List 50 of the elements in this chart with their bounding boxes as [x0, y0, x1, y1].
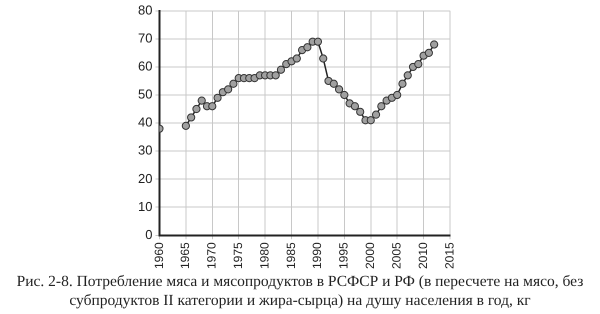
point	[276, 66, 286, 74]
point	[366, 116, 375, 124]
x-tick-label: 1995	[336, 242, 351, 270]
point	[350, 102, 360, 110]
y-tick-label: 20	[138, 170, 152, 186]
point	[198, 96, 206, 105]
point	[208, 102, 216, 110]
y-tick-label: 10	[138, 198, 152, 214]
point	[319, 54, 328, 63]
point	[330, 80, 338, 88]
point	[303, 43, 312, 52]
point	[372, 110, 380, 119]
point	[292, 54, 301, 63]
x-tick-label: 2005	[389, 242, 404, 270]
point	[272, 71, 280, 80]
point	[229, 80, 238, 88]
point	[414, 60, 422, 68]
x-tick-label: 1990	[310, 242, 324, 270]
x-tick-label: 1965	[178, 242, 192, 270]
point	[334, 85, 344, 94]
point	[340, 90, 348, 100]
point	[393, 90, 402, 100]
point	[424, 48, 433, 57]
x-tick-label: 2015	[442, 242, 456, 270]
x-tick-label: 1985	[284, 242, 298, 270]
point	[187, 113, 196, 122]
point	[356, 108, 364, 116]
x-tick-label: 1975	[231, 242, 246, 270]
y-tick-label: 80	[138, 2, 152, 18]
point	[404, 71, 412, 80]
y-tick-label: 40	[138, 114, 152, 130]
x-tick-label: 1970	[204, 242, 219, 270]
x-tick-label: 2000	[363, 242, 378, 270]
y-tick-label: 0	[145, 226, 152, 242]
point	[182, 122, 190, 130]
y-tick-label: 60	[138, 58, 152, 74]
point	[192, 104, 201, 114]
point	[377, 102, 386, 110]
point	[398, 80, 407, 88]
x-tick-label: 2010	[416, 242, 430, 270]
point	[430, 40, 438, 49]
point	[213, 94, 222, 102]
point	[224, 85, 232, 94]
point	[314, 38, 322, 46]
y-tick-label: 50	[138, 86, 152, 102]
x-tick-label: 1960	[152, 242, 166, 270]
y-tick-label: 70	[138, 30, 152, 46]
text: Рис. 2-8. Потребление мяса и мясопродуктов в РСФСР и РФ (в пересчете на мясо, без субпродуктов II категории и жира-сырца) на душу населения в год, кг	[16, 272, 584, 310]
x-tick-label: 1980	[257, 242, 272, 270]
y-tick-label: 30	[138, 142, 152, 158]
